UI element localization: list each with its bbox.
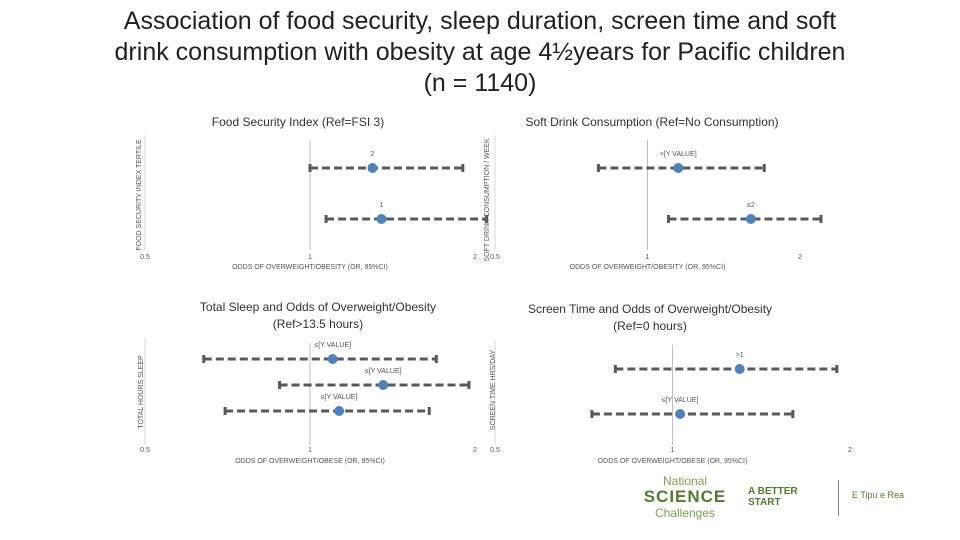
nsc-line3: Challenges xyxy=(654,506,716,520)
page-title: Association of food security, sleep dura… xyxy=(114,7,846,97)
data-label: 2 xyxy=(371,151,375,158)
chart-title: Screen Time and Odds of Overweight/Obesi… xyxy=(528,302,772,333)
x-tick-label: 2 xyxy=(473,447,477,454)
x-tick-label: 1 xyxy=(308,254,312,261)
data-label: 1 xyxy=(379,202,383,209)
x-tick-label: 2 xyxy=(473,254,477,261)
x-tick-label: 1 xyxy=(308,447,312,454)
data-point xyxy=(673,163,684,173)
x-tick-label: 2 xyxy=(798,254,802,261)
x-axis-label: ODDS OF OVERWEIGHT/OBESITY (OR, 95%CI) xyxy=(570,264,726,271)
y-axis-label: FOOD SECURITY INDEX TERTILE xyxy=(136,139,143,251)
footer-divider xyxy=(838,480,839,516)
forest-plot-3: Total Sleep and Odds of Overweight/Obesi… xyxy=(138,300,477,465)
data-point xyxy=(745,214,756,224)
footer-logos: National SCIENCE Challenges A BETTER STA… xyxy=(620,472,960,524)
y-axis-label: SCREEN TIME HRS/DAY xyxy=(490,350,497,431)
x-tick-label: 0.5 xyxy=(490,254,500,261)
data-point xyxy=(327,354,338,364)
x-axis-label: ODDS OF OVERWEIGHT/OBESITY (OR, 95%CI) xyxy=(232,264,388,271)
data-label: ≤[Y VALUE] xyxy=(321,394,358,401)
data-label: >[Y VALUE] xyxy=(660,151,697,158)
x-tick-label: 2 xyxy=(848,447,852,454)
y-axis-label: TOTAL HOURS SLEEP xyxy=(138,355,145,429)
x-axis-label: ODDS OF OVERWEIGHT/OBESE (OR, 95%CI) xyxy=(598,458,748,465)
data-point xyxy=(334,406,345,416)
x-tick-label: 0.5 xyxy=(490,447,500,454)
y-axis-label: SOFT DRINK CONSUMPTION / WEEK xyxy=(484,138,491,261)
e-tipu-e-rea-text: E Tipu e Rea xyxy=(852,490,905,500)
abs-line1: A BETTER xyxy=(748,486,798,497)
x-tick-label: 0.5 xyxy=(140,254,150,261)
data-label: >1 xyxy=(736,352,744,359)
x-tick-label: 1 xyxy=(671,447,675,454)
nsc-line1: National xyxy=(662,474,708,488)
forest-plot-1: Food Security Index (Ref=FSI 3) FOOD SECU… xyxy=(136,115,489,271)
abs-line2: START xyxy=(748,497,781,508)
data-label: ≤[Y VALUE] xyxy=(365,368,402,375)
data-label: ≤[Y VALUE] xyxy=(662,397,699,404)
x-tick-label: 0.5 xyxy=(140,447,150,454)
data-label: ≤[Y VALUE] xyxy=(314,342,351,349)
chart-title: Food Security Index (Ref=FSI 3) xyxy=(212,115,384,129)
chart-title: Soft Drink Consumption (Ref=No Consumpti… xyxy=(525,115,778,129)
nsc-line2: SCIENCE xyxy=(643,487,727,506)
data-point xyxy=(376,214,387,224)
data-point xyxy=(367,163,378,173)
data-label: ≤2 xyxy=(747,202,755,209)
data-point xyxy=(675,409,686,419)
national-science-challenges-logo: National SCIENCE Challenges xyxy=(630,474,740,520)
chart-title: Total Sleep and Odds of Overweight/Obesi… xyxy=(200,300,436,331)
a-better-start-logo: A BETTER START xyxy=(748,486,808,508)
forest-plot-2: Soft Drink Consumption (Ref=No Consumpti… xyxy=(484,115,823,271)
forest-plot-4: Screen Time and Odds of Overweight/Obesi… xyxy=(490,302,852,465)
x-axis-label: ODDS OF OVERWEIGHT/OBESE (OR, 95%CI) xyxy=(235,458,385,465)
data-point xyxy=(734,364,745,374)
x-tick-label: 1 xyxy=(646,254,650,261)
data-point xyxy=(378,380,389,390)
